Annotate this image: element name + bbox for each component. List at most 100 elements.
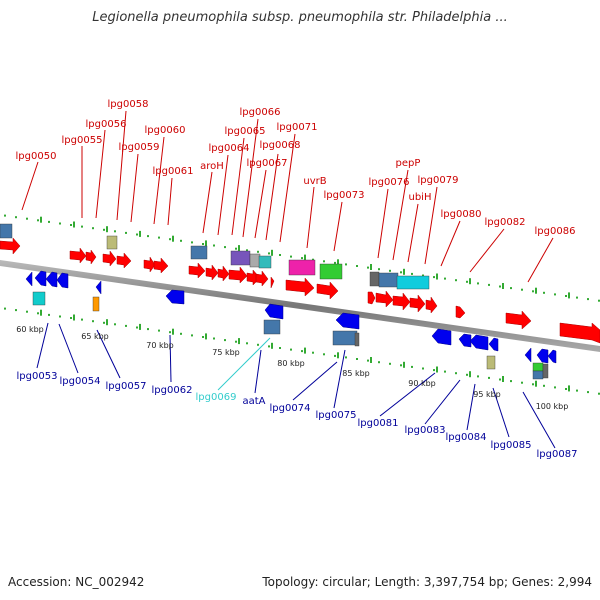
reverse-gene-label[interactable]: lpg0083 xyxy=(405,425,446,436)
track-dot xyxy=(312,351,314,354)
forward-gene-label[interactable]: lpg0058 xyxy=(108,99,149,110)
track-dot xyxy=(48,220,50,223)
track-dot xyxy=(444,370,446,373)
track-dot xyxy=(312,258,314,261)
track-dot xyxy=(224,339,226,342)
forward-gene-label[interactable]: lpg0056 xyxy=(86,119,127,130)
track-dot xyxy=(510,380,512,383)
track-dot xyxy=(411,272,413,275)
reverse-gene-label[interactable]: lpg0087 xyxy=(537,449,578,460)
reverse-gene-label[interactable]: lpg0081 xyxy=(358,418,399,429)
forward-gene-label[interactable]: lpg0050 xyxy=(16,151,57,162)
forward-gene-label[interactable]: lpg0079 xyxy=(418,175,459,186)
reverse-gene-label[interactable]: lpg0075 xyxy=(316,410,357,421)
track-dot xyxy=(510,287,512,290)
track-dot xyxy=(26,217,28,220)
reverse-gene-label[interactable]: lpg0084 xyxy=(446,432,487,443)
track-tick xyxy=(469,371,471,378)
forward-gene-label[interactable]: lpg0061 xyxy=(153,166,194,177)
forward-gene-label[interactable]: lpg0060 xyxy=(145,125,186,136)
track-dot xyxy=(499,285,501,288)
track-dot xyxy=(301,257,303,260)
track-tick xyxy=(238,338,240,345)
forward-gene-label[interactable]: lpg0068 xyxy=(260,140,301,151)
forward-gene-label[interactable]: uvrB xyxy=(303,176,326,187)
track-dot xyxy=(180,332,182,335)
track-dot xyxy=(202,243,204,245)
track-dot xyxy=(422,367,424,370)
forward-gene-label[interactable]: lpg0086 xyxy=(535,226,576,237)
track-dot xyxy=(279,254,281,256)
track-tick xyxy=(403,268,405,275)
accession-text: Accession: NC_002942 xyxy=(8,575,145,589)
reverse-gene-label[interactable]: lpg0074 xyxy=(270,403,311,414)
forward-gene-label[interactable]: lpg0082 xyxy=(485,217,526,228)
forward-gene-label[interactable]: lpg0073 xyxy=(324,190,365,201)
forward-gene-label[interactable]: lpg0080 xyxy=(441,209,482,220)
forward-gene-label[interactable]: pepP xyxy=(396,158,421,169)
track-dot xyxy=(257,343,259,346)
track-tick xyxy=(370,357,372,363)
track-dot xyxy=(279,347,281,349)
track-dot xyxy=(15,309,17,312)
highlight-leader-line xyxy=(217,337,271,391)
forward-features[interactable] xyxy=(0,223,430,290)
track-dot xyxy=(290,255,292,258)
forward-gene-label[interactable]: lpg0055 xyxy=(62,135,103,146)
forward-gene-label[interactable]: lpg0064 xyxy=(209,143,250,154)
track-dot xyxy=(37,219,39,222)
track-dot xyxy=(257,250,259,253)
scale-tick-label: 90 kbp xyxy=(408,379,436,388)
track-dot xyxy=(213,244,215,247)
forward-gene-label[interactable]: ubiH xyxy=(409,192,432,203)
track-dot xyxy=(554,293,556,296)
track-dot xyxy=(400,271,402,274)
track-tick xyxy=(139,230,141,237)
forward-gene-labels[interactable]: lpg0050 lpg0055 lpg0056 lpg0058 lpg0059 lpg00… xyxy=(16,99,576,237)
scale-tick-label: 60 kbp xyxy=(16,325,44,334)
forward-gene-label[interactable]: lpg0065 xyxy=(225,126,266,137)
forward-gene-label[interactable]: lpg0059 xyxy=(119,142,160,153)
track-tick xyxy=(172,328,174,335)
reverse-gene-label[interactable]: lpg0054 xyxy=(60,376,101,387)
reverse-leader-lines xyxy=(36,322,556,449)
track-dot xyxy=(114,323,116,326)
scale-tick-label: 70 kbp xyxy=(146,341,174,350)
track-dot xyxy=(345,356,347,359)
track-dot xyxy=(389,269,391,272)
track-tick xyxy=(502,283,504,289)
forward-gene-label[interactable]: lpg0076 xyxy=(369,177,410,188)
track-dot xyxy=(37,312,39,315)
track-tick xyxy=(568,385,570,392)
reverse-genes[interactable] xyxy=(25,270,557,364)
track-dot xyxy=(147,328,149,331)
reverse-gene-label[interactable]: lpg0057 xyxy=(106,381,147,392)
forward-leader-lines xyxy=(21,110,554,283)
track-dot xyxy=(576,389,578,392)
reverse-gene-label[interactable]: lpg0069 xyxy=(196,392,237,403)
forward-gene-label[interactable]: lpg0067 xyxy=(247,158,288,169)
track-dot xyxy=(268,345,270,348)
reverse-gene-label[interactable]: lpg0053 xyxy=(17,371,58,382)
track-tick xyxy=(535,287,537,294)
track-dot xyxy=(356,265,358,267)
scale-tick-label: 100 kbp xyxy=(536,402,569,411)
forward-gene-label[interactable]: lpg0066 xyxy=(240,107,281,118)
track-dot xyxy=(466,280,468,283)
forward-genes[interactable] xyxy=(0,237,600,344)
track-tick xyxy=(568,292,570,299)
track-dot xyxy=(114,230,116,233)
reverse-features[interactable] xyxy=(32,291,549,380)
forward-gene-label[interactable]: lpg0071 xyxy=(277,122,318,133)
track-dot xyxy=(378,268,380,271)
track-dot xyxy=(59,315,61,318)
reverse-gene-label[interactable]: aatA xyxy=(242,396,265,407)
forward-gene-label[interactable]: aroH xyxy=(200,161,224,172)
track-dot xyxy=(70,224,72,226)
reverse-gene-label[interactable]: lpg0085 xyxy=(491,440,532,451)
track-tick xyxy=(304,254,306,261)
reverse-gene-label[interactable]: lpg0062 xyxy=(152,385,193,396)
track-dot xyxy=(4,307,6,310)
